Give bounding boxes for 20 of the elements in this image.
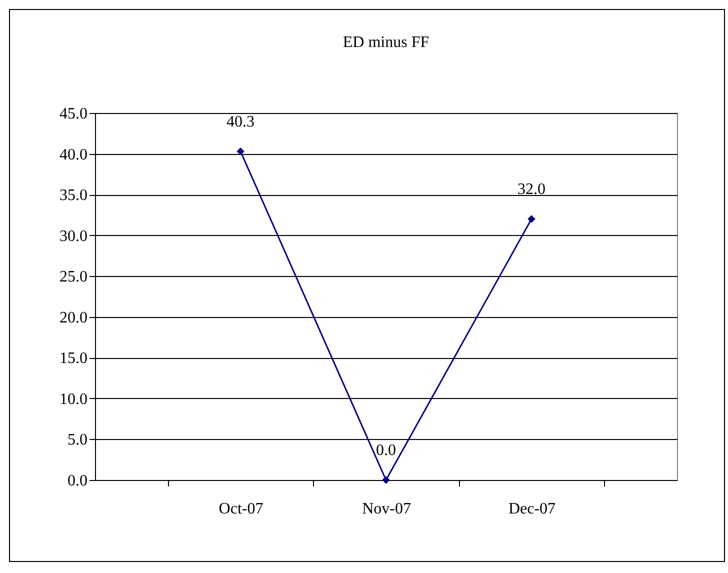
point [528, 215, 536, 223]
y-tick-label: 35.0 [60, 187, 88, 204]
y-tick-label: 40.0 [60, 146, 88, 164]
data-label: 40.3 [226, 113, 254, 130]
y-tick-label: 10.0 [60, 390, 88, 408]
chart-title: ED minus FF [342, 34, 430, 51]
y-tick-label: 20.0 [60, 309, 88, 326]
y-tick-label: 0.0 [68, 472, 88, 490]
point [236, 147, 244, 156]
point [382, 476, 390, 484]
y-tick-label: 25.0 [60, 268, 88, 286]
y-tick-label: 45.0 [60, 106, 88, 122]
y-tick-label: 15.0 [60, 350, 88, 368]
data-label: 32.0 [518, 181, 546, 198]
y-tick-label: 5.0 [68, 432, 88, 449]
data-label: 0.0 [376, 442, 396, 459]
x-tick-label: Nov-07 [362, 500, 411, 518]
x-tick-label: Dec-07 [508, 500, 556, 518]
x-tick-label: Oct-07 [218, 500, 264, 518]
y-tick-label: 30.0 [60, 228, 88, 245]
